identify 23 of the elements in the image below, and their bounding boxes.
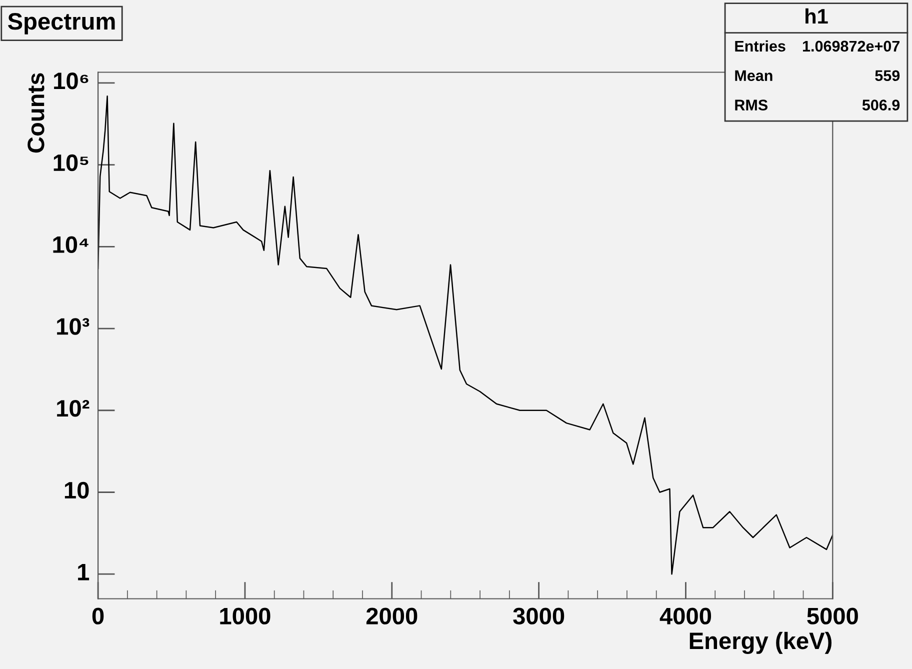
annotation: Mean — [735, 70, 772, 82]
x-tick-label: 4000 — [660, 608, 712, 624]
y-tick-label: 10 — [64, 482, 89, 499]
text: h1 — [806, 8, 828, 24]
x-tick-label: 2000 — [366, 608, 418, 624]
x-tick-label: 0 — [92, 608, 104, 624]
chart-title: Spectrum — [8, 13, 115, 34]
y-tick-label: 10⁴ — [53, 236, 88, 253]
x-tick-label: 1000 — [220, 608, 270, 624]
x-axis-title: Energy (keV) — [690, 632, 832, 654]
text: 506.9 — [862, 100, 900, 110]
text: Entries — [735, 40, 786, 52]
x-tick-label: 3000 — [513, 608, 564, 624]
y-axis-title: Counts — [28, 73, 44, 153]
y-tick-label: 10⁵ — [54, 154, 88, 172]
y-tick-label: 10² — [57, 400, 90, 417]
y-tick-label: 1 — [78, 564, 90, 580]
y-tick-label: 10⁶ — [54, 72, 88, 90]
text: 559 — [875, 70, 900, 82]
text: 1.069872e+07 — [802, 40, 900, 52]
x-tick-label: 5000 — [807, 608, 858, 624]
annotation: RMS — [735, 100, 768, 110]
y-tick-label: 10³ — [57, 318, 90, 335]
